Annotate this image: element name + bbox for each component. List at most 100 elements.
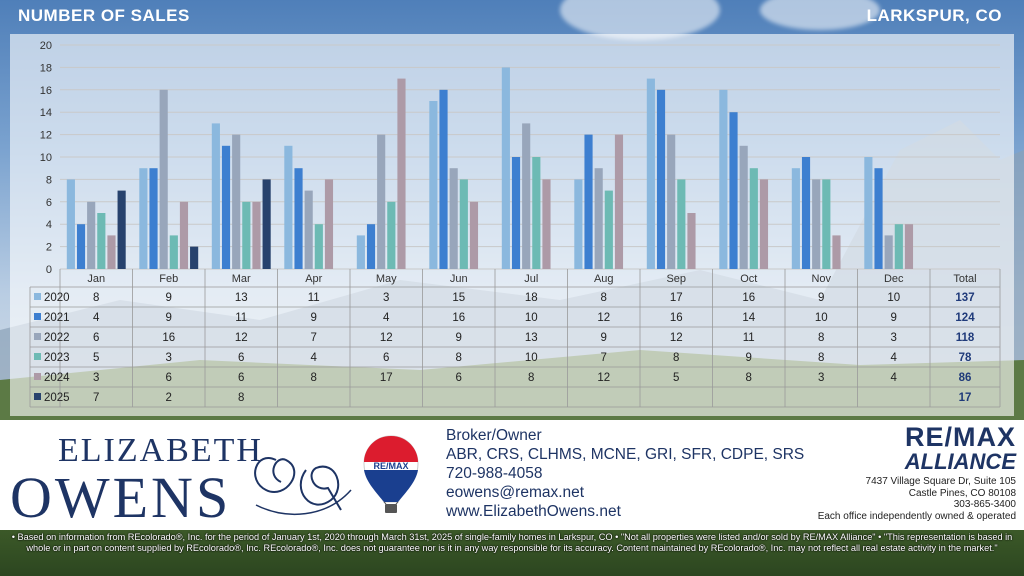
data-label: 12 [670,332,683,344]
remax-logo-text: RE/MAX [904,422,1016,452]
bar [221,145,231,269]
data-label: 10 [815,312,828,324]
y-tick-label: 12 [40,130,52,142]
bar [169,235,178,269]
data-label: 17 [380,372,393,384]
y-tick-label: 8 [46,174,52,186]
contact-info: Broker/Owner ABR, CRS, CLHMS, MCNE, GRI,… [446,426,846,521]
phone-link[interactable]: 720-988-4058 [446,465,543,482]
bar [149,168,158,269]
data-label: 8 [528,372,534,384]
x-tick-label: Sep [666,273,686,285]
data-label: 10 [525,312,538,324]
x-tick-label: Feb [159,273,178,285]
total-value: 137 [955,292,974,304]
data-label: 14 [742,312,755,324]
data-label: 12 [597,312,610,324]
bar [242,201,251,269]
data-label: 7 [601,352,607,364]
bar [894,224,903,269]
bar [159,89,168,269]
total-value: 78 [959,352,972,364]
bar [864,157,873,269]
bar [397,78,406,269]
bar [667,134,676,269]
bar [66,179,75,269]
credentials-label: ABR, CRS, CLHMS, MCNE, GRI, SFR, CDPE, S… [446,446,805,463]
legend-swatch [34,373,41,380]
data-label: 16 [452,312,465,324]
y-tick-label: 4 [46,219,52,231]
bar [377,134,386,269]
bar [459,179,468,269]
bar [449,168,458,269]
bar [314,224,323,269]
bar [822,179,831,269]
bar [791,168,800,269]
website-link[interactable]: www.ElizabethOwens.net [446,503,621,520]
page-title: NUMBER OF SALES [18,6,190,25]
bar [252,201,261,269]
office-phone: 303-865-3400 [953,499,1016,510]
data-label: 9 [166,292,172,304]
data-label: 13 [235,292,248,304]
bar [614,134,624,269]
bar [801,157,811,269]
x-tick-label: Dec [884,273,904,285]
bar [812,179,821,269]
bar [739,145,748,269]
bar [574,179,583,269]
legend-label: 2024 [44,372,70,384]
location-label: LARKSPUR, CO [866,6,1002,25]
bar [387,201,396,269]
data-label: 16 [162,332,175,344]
data-label: 6 [238,372,244,384]
x-tick-label: Aug [594,273,614,285]
legend-swatch [34,393,41,400]
bar [511,157,521,269]
data-label: 4 [93,312,100,324]
data-label: 10 [887,292,900,304]
x-tick-label: Mar [232,273,251,285]
data-label: 2 [166,392,172,404]
data-label: 3 [383,292,389,304]
total-header: Total [953,273,976,285]
bar [469,201,479,269]
remax-alliance-block: RE/MAX ALLIANCE 7437 Village Square Dr, … [806,424,1016,528]
data-label: 9 [311,312,317,324]
data-label: 6 [93,332,99,344]
bar [729,112,738,269]
logo-last-name: OWENS [10,465,232,530]
data-label: 8 [818,332,824,344]
data-label: 9 [166,312,172,324]
bar [874,168,883,269]
chart-panel: 0 2 4 6 8 10 12 14 16 18 20 Jan Feb Mar Apr May Jun Jul Au… [10,34,1014,416]
data-label: 8 [456,352,462,364]
data-label: 12 [380,332,393,344]
data-label: 8 [238,392,244,404]
bar [832,235,841,269]
data-label: 12 [597,372,610,384]
data-label: 4 [891,372,898,384]
data-label: 9 [818,292,824,304]
email-link[interactable]: eowens@remax.net [446,484,585,501]
data-label: 16 [742,292,755,304]
data-label: 10 [525,352,538,364]
bar [594,168,603,269]
bar [366,224,376,269]
office-address-line2: Castle Pines, CO 80108 [908,487,1016,499]
data-label: 6 [383,352,389,364]
bar [687,213,696,269]
eo-monogram-icon [254,457,352,515]
data-label: 3 [166,352,172,364]
bar [439,89,448,269]
data-label: 5 [93,352,99,364]
x-tick-label: May [376,273,397,285]
bar [179,201,189,269]
data-label: 11 [235,312,247,324]
data-label: 11 [743,332,755,344]
bar [542,179,551,269]
data-label: 8 [93,292,99,304]
x-tick-label: Jan [87,273,105,285]
legend-label: 2025 [44,392,70,404]
